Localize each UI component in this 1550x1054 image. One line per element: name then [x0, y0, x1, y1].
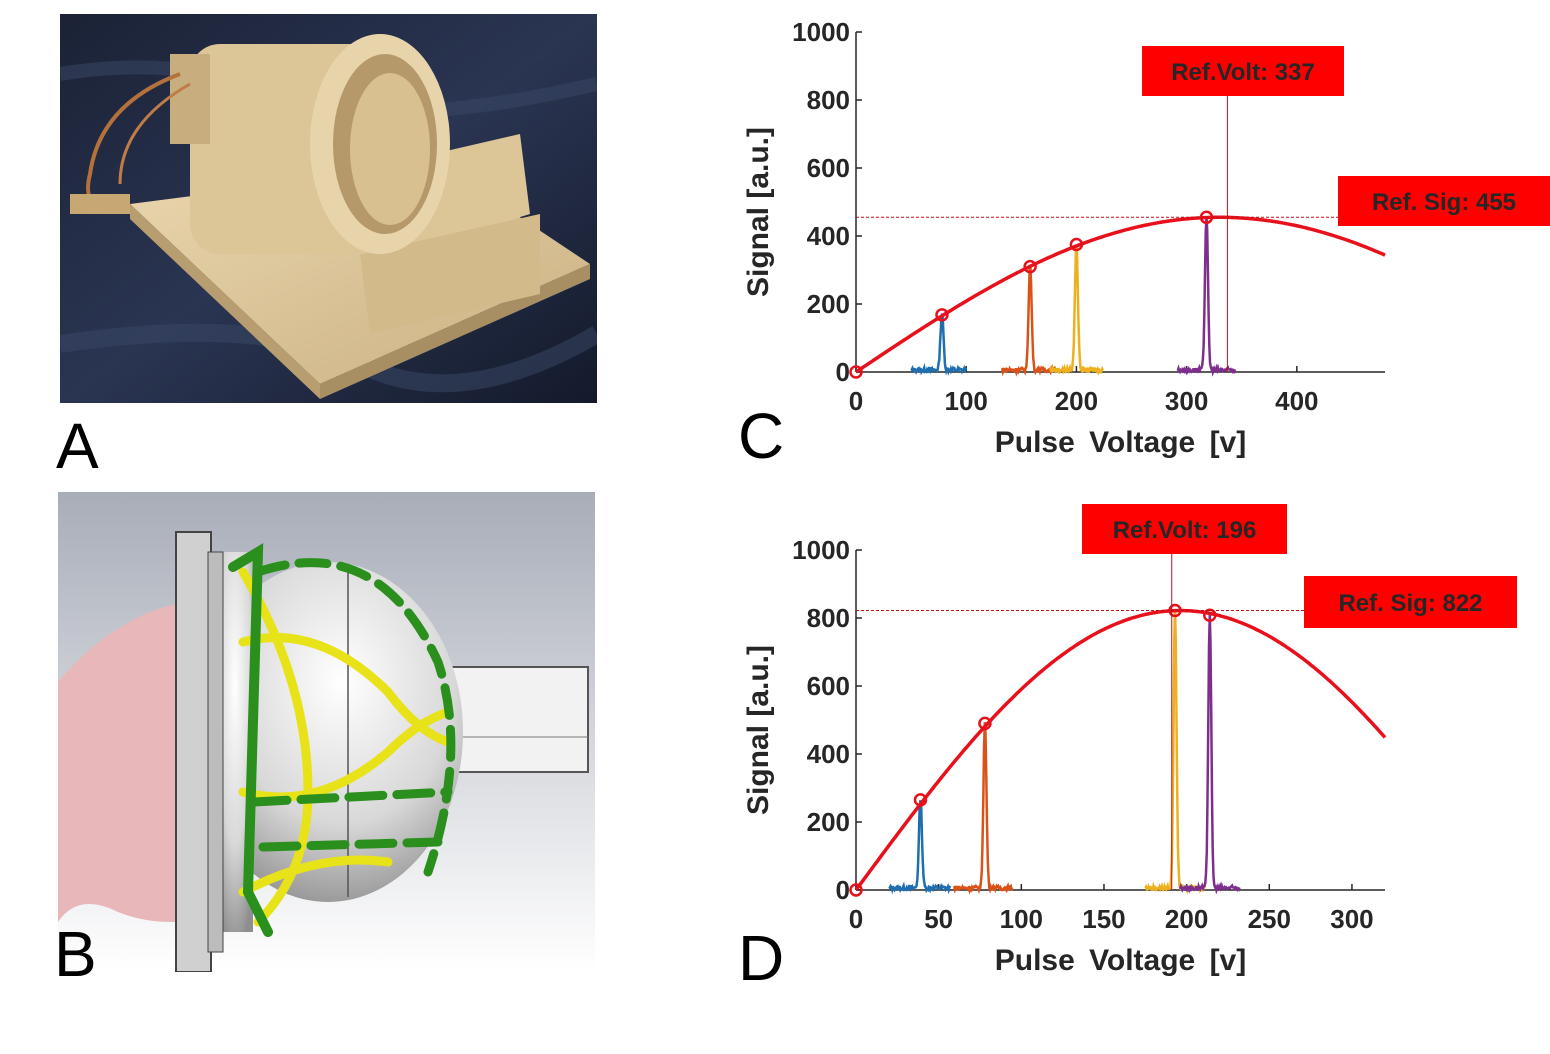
data-marker: [849, 365, 863, 379]
x-axis-label: Pulse Voltage [v]: [995, 944, 1247, 977]
x-tick-label: 100: [945, 386, 988, 416]
pulse-series-1: [888, 800, 952, 895]
y-tick-label: 800: [807, 85, 850, 115]
y-axis-label: Signal [a.u.]: [742, 645, 775, 815]
pulse-series-4: [1178, 614, 1241, 895]
x-tick-label: 300: [1330, 904, 1373, 934]
pulse-series-4: [1176, 216, 1237, 377]
x-tick-label: 200: [1165, 904, 1208, 934]
ref-volt-label: Ref.Volt: 337: [1171, 59, 1315, 86]
cad-render-coil: [58, 492, 595, 972]
pulse-series-3: [1048, 244, 1105, 376]
panel-label-d: D: [738, 922, 785, 994]
x-tick-label: 50: [924, 904, 953, 934]
ref-volt-label: Ref.Volt: 196: [1113, 517, 1257, 544]
y-tick-label: 200: [807, 289, 850, 319]
ref-volt-box: [1082, 504, 1287, 554]
x-tick-label: 300: [1165, 386, 1208, 416]
photo-coil-former-drawing: [60, 14, 597, 403]
x-tick-label: 400: [1275, 386, 1318, 416]
pulse-series-2: [1000, 265, 1057, 377]
y-tick-label: 600: [807, 671, 850, 701]
chart-d: 0 200 400 600 800 1000 0 50 100 150 200 250 300 Pulse…: [742, 504, 1517, 977]
y-tick-label: 800: [807, 603, 850, 633]
x-tick-label: 200: [1055, 386, 1098, 416]
x-tick-label: 250: [1248, 904, 1291, 934]
pulse-series-2: [953, 722, 1014, 895]
ref-sig-box: [1304, 576, 1517, 628]
y-tick-label: 200: [807, 807, 850, 837]
y-tick-label: 1000: [792, 17, 850, 47]
chart-c: 0 200 400 600 800 1000 0 100 200 300 400 Pulse Volt…: [742, 17, 1550, 459]
y-tick-label: 400: [807, 739, 850, 769]
panel-label-c: C: [738, 400, 785, 472]
y-tick-label: 0: [836, 357, 850, 387]
fit-curve: [854, 608, 1387, 892]
panel-label-b: B: [54, 918, 97, 990]
data-marker: [1023, 259, 1037, 274]
y-axis-label: Signal [a.u.]: [742, 127, 775, 297]
ref-sig-box: [1338, 176, 1550, 226]
data-marker: [1069, 237, 1084, 252]
ref-volt-box: [1142, 46, 1344, 96]
y-tick-label: 600: [807, 153, 850, 183]
pulse-series-3: [1144, 610, 1206, 895]
ref-sig-label: Ref. Sig: 822: [1338, 590, 1482, 617]
x-tick-label: 150: [1082, 904, 1125, 934]
data-marker: [1168, 603, 1182, 618]
cad-render-drawing: [58, 492, 595, 972]
y-tick-label: 400: [807, 221, 850, 251]
panel-label-a: A: [56, 410, 99, 482]
pulse-series-1: [910, 313, 968, 376]
y-tick-label: 0: [836, 875, 850, 905]
data-marker: [849, 883, 863, 897]
x-tick-label: 100: [1000, 904, 1043, 934]
y-tick-label: 1000: [792, 535, 850, 565]
data-marker: [978, 716, 992, 731]
x-axis-label: Pulse Voltage [v]: [995, 426, 1247, 459]
data-marker: [935, 308, 949, 322]
x-tick-label: 0: [849, 386, 863, 416]
data-marker: [1203, 608, 1217, 623]
x-tick-label: 0: [849, 904, 863, 934]
fit-curve: [855, 215, 1386, 374]
ref-sig-label: Ref. Sig: 455: [1372, 189, 1516, 216]
data-marker: [913, 793, 928, 807]
photo-coil-former: [60, 14, 597, 403]
